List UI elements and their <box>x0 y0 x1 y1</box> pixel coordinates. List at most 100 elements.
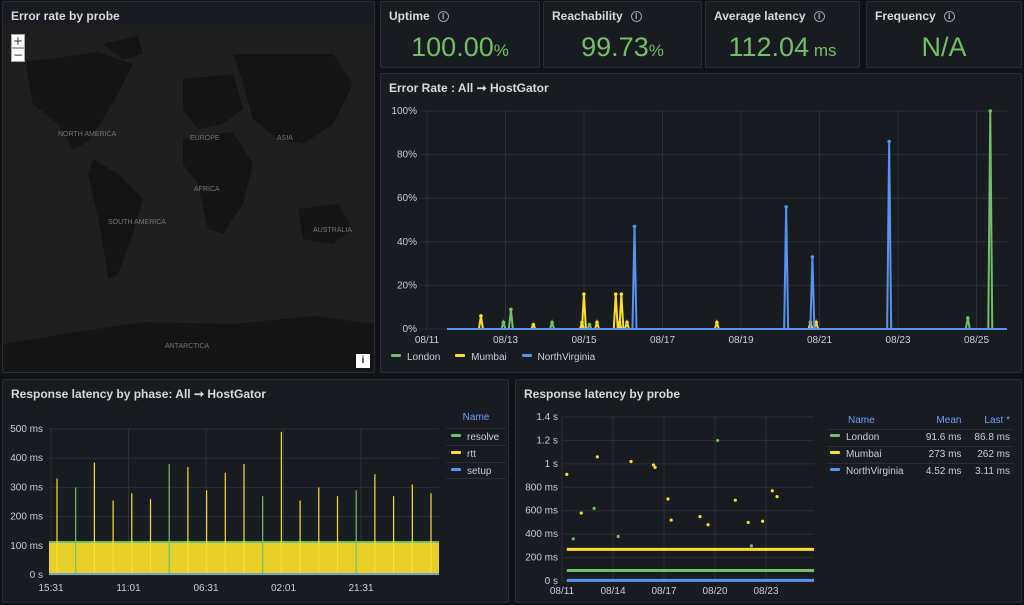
row-name: London <box>846 432 880 443</box>
y-tick-label: 200 ms <box>525 553 558 564</box>
stat-reachability-unit: % <box>648 41 664 60</box>
info-icon[interactable]: i <box>813 11 825 22</box>
data-point <box>966 316 970 320</box>
y-tick-label: 400 ms <box>10 453 43 464</box>
y-tick-label: 40% <box>397 237 417 248</box>
data-point <box>479 314 483 318</box>
row-name-cell: Mumbai <box>826 445 917 463</box>
mumbai-point <box>666 497 670 501</box>
world-map[interactable]: NORTH AMERICA EUROPE ASIA AFRICA SOUTH A… <box>3 24 375 373</box>
data-point <box>582 292 586 296</box>
spike-london <box>987 110 994 330</box>
table-row[interactable]: London 91.6 ms 86.8 ms <box>826 428 1014 446</box>
data-point <box>587 322 592 327</box>
data-point <box>814 320 818 325</box>
legend-item-northvirginia[interactable]: NorthVirginia <box>521 352 595 363</box>
legend-item-setup[interactable]: setup <box>446 462 506 479</box>
row-name: Mumbai <box>846 449 882 460</box>
legend-item-london[interactable]: London <box>391 352 440 363</box>
data-point <box>595 320 599 325</box>
legend-swatch <box>830 451 840 454</box>
stat-uptime-unit: % <box>493 41 509 60</box>
x-tick-label: 08/17 <box>651 586 676 597</box>
stat-latency-number: 112.04 <box>728 32 810 62</box>
x-tick-label: 08/20 <box>702 586 727 597</box>
stat-latency-label: Average latency <box>714 9 806 23</box>
london-point <box>749 544 754 548</box>
data-point <box>613 292 618 296</box>
table-row[interactable]: NorthVirginia 4.52 ms 3.11 ms <box>826 462 1014 480</box>
latency-phase-chart[interactable]: 0 s 100 ms 200 ms 300 ms 400 ms 500 ms 15:31 11… <box>3 404 443 603</box>
data-point <box>550 320 554 325</box>
label-asia: ASIA <box>277 135 293 142</box>
stat-uptime-value: 100.00% <box>381 32 539 63</box>
y-tick-label: 1.4 s <box>536 412 558 423</box>
x-tick-label: 08/19 <box>728 335 753 346</box>
zoom-out-button[interactable]: − <box>11 48 25 62</box>
info-icon[interactable]: i <box>437 11 449 22</box>
x-tick-label: 21:31 <box>348 583 373 594</box>
legend-header: Name <box>462 412 490 423</box>
data-point <box>810 255 815 259</box>
legend-label: setup <box>467 466 492 477</box>
mumbai-point <box>651 463 656 467</box>
info-icon[interactable]: i <box>630 11 642 22</box>
data-point <box>509 307 513 312</box>
latency-probe-legend-table: Name Mean Last * London 91.6 ms 86.8 ms … <box>826 412 1014 480</box>
error-rate-chart[interactable]: 0% 20% 40% 60% 80% 100% 08/11 08/13 08/15 08/17 08… <box>381 96 1022 366</box>
stat-reachability-label: Reachability <box>552 9 623 23</box>
legend-item-resolve[interactable]: resolve <box>446 428 506 445</box>
latency-phase-legend: Name resolve rtt setup <box>446 412 506 479</box>
y-tick-label: 1 s <box>545 459 558 470</box>
legend-item-rtt[interactable]: rtt <box>446 445 506 462</box>
london-point <box>716 438 720 443</box>
attribution-info-button[interactable]: i <box>356 354 370 368</box>
y-tick-label: 80% <box>397 150 417 161</box>
y-tick-label: 600 ms <box>525 506 558 517</box>
column-header-last[interactable]: Last * <box>984 414 1010 426</box>
y-tick-label: 400 ms <box>525 529 558 540</box>
x-tick-label: 02:01 <box>271 583 296 594</box>
mumbai-point <box>579 511 583 515</box>
row-name: NorthVirginia <box>846 466 904 478</box>
y-tick-label: 1.2 s <box>536 435 558 446</box>
data-point <box>784 205 788 209</box>
label-north-america: NORTH AMERICA <box>58 131 117 138</box>
data-point <box>715 320 719 325</box>
row-name-cell: NorthVirginia <box>826 462 917 480</box>
zoom-in-button[interactable]: + <box>11 34 25 48</box>
stat-latency-value: 112.04 ms <box>706 32 859 63</box>
spike-london <box>507 309 514 330</box>
latency-phase-title: Response latency by phase: All ➞ HostGat… <box>11 387 267 401</box>
error-rate-title: Error Rate : All ➞ HostGator <box>389 81 549 95</box>
latency-probe-chart[interactable]: 0 s 200 ms 400 ms 600 ms 800 ms 1 s 1.2 s 1.4 s… <box>516 404 821 603</box>
legend-swatch <box>455 354 466 357</box>
column-header-name[interactable]: Name <box>848 414 875 426</box>
table-row[interactable]: Mumbai 273 ms 262 ms <box>826 445 1014 463</box>
table-header-row: Name Mean Last * <box>826 412 1014 429</box>
x-tick-label: 08/11 <box>550 586 575 597</box>
stat-reachability-value: 99.73% <box>544 32 701 63</box>
stat-latency-unit: ms <box>809 41 837 60</box>
data-point <box>625 320 629 325</box>
mumbai-point <box>669 518 673 522</box>
x-tick-label: 15:31 <box>38 583 63 594</box>
legend-item-mumbai[interactable]: Mumbai <box>455 352 507 363</box>
mumbai-point <box>706 523 710 527</box>
mumbai-point <box>653 465 657 469</box>
mumbai-point <box>761 519 765 523</box>
legend-label: rtt <box>467 449 476 460</box>
y-tick-label: 20% <box>397 280 417 291</box>
latency-probe-panel: Response latency by probe 0 s 200 ms 400 m… <box>515 379 1022 603</box>
data-point <box>887 139 891 144</box>
x-tick-label: 06:31 <box>193 583 218 594</box>
london-point <box>616 534 620 539</box>
info-icon[interactable]: i <box>943 11 955 22</box>
x-tick-label: 08/11 <box>415 335 440 346</box>
row-last: 86.8 ms <box>965 428 1014 446</box>
spike-northvirginia <box>809 257 816 330</box>
mumbai-point <box>629 459 633 464</box>
legend-swatch <box>830 468 840 472</box>
column-header-mean[interactable]: Mean <box>936 414 962 426</box>
y-tick-label: 0 s <box>545 576 558 587</box>
